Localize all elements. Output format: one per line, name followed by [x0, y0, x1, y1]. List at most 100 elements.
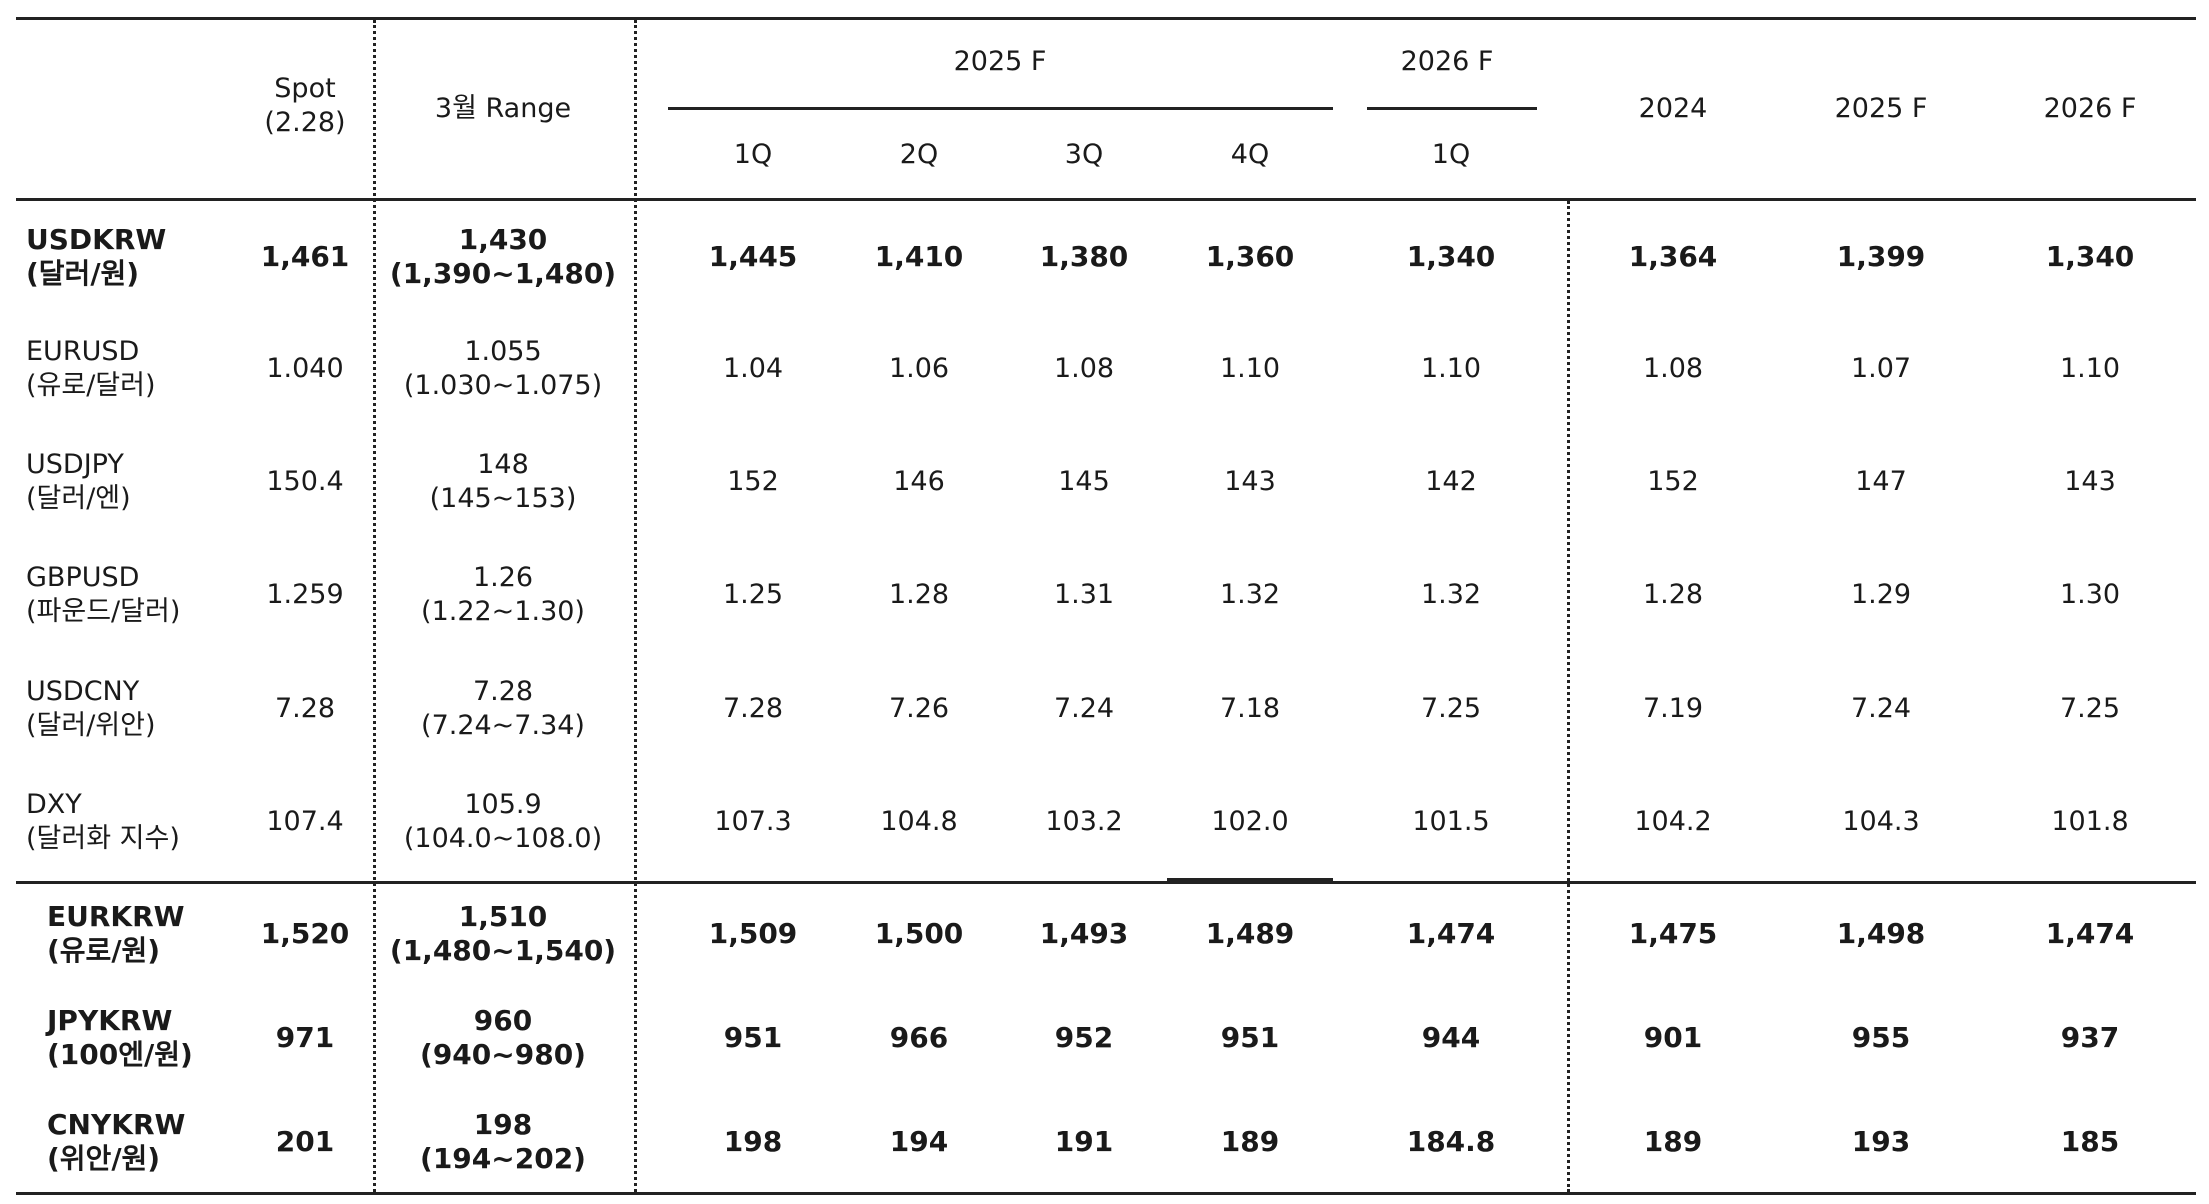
- header-range: 3월 Range: [434, 93, 572, 124]
- row-range-band: (1,390~1,480): [389, 257, 617, 290]
- row-annual-value: 104.3: [1842, 806, 1920, 837]
- row-range-mid: 1.055: [464, 336, 542, 367]
- row-annual-value: 1.30: [2059, 579, 2121, 610]
- row-quarter-value: 102.0: [1211, 806, 1289, 837]
- row-quarter-value: 107.3: [714, 806, 792, 837]
- row-spot-value: 7.28: [274, 693, 336, 724]
- header-annual: 2025 F: [1834, 93, 1928, 124]
- row-pair-code: CNYKRW: [47, 1108, 186, 1141]
- row-range-mid: 148: [477, 449, 529, 480]
- row-quarter-value: 104.8: [880, 806, 958, 837]
- row-range-band: (7.24~7.34): [421, 710, 585, 741]
- row-pair-desc: (달러/위안): [26, 710, 156, 741]
- bottom-rule: [16, 1192, 2196, 1195]
- row-annual-value: 1.29: [1850, 579, 1912, 610]
- row-quarter-value: 1.25: [722, 579, 784, 610]
- row-range-band: (1.030~1.075): [403, 370, 603, 401]
- header-spot-date: (2.28): [264, 106, 346, 138]
- row-range-band: (1.22~1.30): [421, 596, 585, 627]
- row-quarter-value: 101.5: [1412, 806, 1490, 837]
- row-quarter-value: 1,380: [1039, 240, 1129, 273]
- spot-divider: [373, 20, 376, 1192]
- header-group-2026: 2026 F: [1400, 46, 1494, 77]
- row-spot-value: 1.040: [266, 353, 344, 384]
- header-quarter: 2Q: [899, 139, 939, 170]
- row-annual-value: 104.2: [1634, 806, 1712, 837]
- row-quarter-value: 1.10: [1420, 353, 1482, 384]
- row-quarter-value: 194: [889, 1125, 949, 1158]
- header-spot: Spot (2.28): [264, 72, 345, 140]
- row-quarter-value: 7.26: [888, 693, 950, 724]
- row-pair-code: DXY: [26, 789, 82, 820]
- group-2026-underline: [1367, 107, 1537, 110]
- row-quarter-value: 1,509: [708, 917, 798, 950]
- row-pair-code: USDKRW: [26, 223, 167, 256]
- row-range-mid: 198: [473, 1108, 533, 1141]
- row-annual-value: 143: [2064, 466, 2116, 497]
- row-quarter-value: 1.04: [722, 353, 784, 384]
- header-quarter: 1Q: [733, 139, 773, 170]
- row-annual-value: 152: [1647, 466, 1699, 497]
- row-pair-code: EURUSD: [26, 336, 140, 367]
- header-spot-label: Spot: [274, 73, 336, 104]
- row-range-mid: 1,510: [458, 900, 548, 933]
- row-quarter-value: 1,410: [874, 240, 964, 273]
- row-quarter-value: 944: [1421, 1021, 1481, 1054]
- row-quarter-value: 1,489: [1205, 917, 1295, 950]
- row-annual-value: 1,474: [2045, 917, 2135, 950]
- row-range-mid: 7.28: [472, 676, 534, 707]
- row-quarter-value: 7.24: [1053, 693, 1115, 724]
- row-pair-code: GBPUSD: [26, 562, 140, 593]
- row-quarter-value: 952: [1054, 1021, 1114, 1054]
- row-annual-value: 147: [1855, 466, 1907, 497]
- row-quarter-value: 145: [1058, 466, 1110, 497]
- row-annual-value: 101.8: [2051, 806, 2129, 837]
- header-annual: 2024: [1638, 93, 1708, 124]
- row-range-band: (1,480~1,540): [389, 934, 617, 967]
- row-spot-value: 201: [275, 1125, 335, 1158]
- row-annual-value: 1,475: [1628, 917, 1718, 950]
- row-annual-value: 1.07: [1850, 353, 1912, 384]
- row-pair-desc: (유로/원): [47, 934, 161, 967]
- row-quarter-value: 7.28: [722, 693, 784, 724]
- row-range-band: (940~980): [420, 1038, 586, 1071]
- row-pair-desc: (유로/달러): [26, 370, 156, 401]
- row-annual-value: 1,498: [1836, 917, 1926, 950]
- row-spot-value: 1,520: [260, 917, 350, 950]
- row-spot-value: 107.4: [266, 806, 344, 837]
- row-quarter-value: 951: [1220, 1021, 1280, 1054]
- row-quarter-value: 1,360: [1205, 240, 1295, 273]
- header-quarter: 4Q: [1230, 139, 1270, 170]
- row-range-band: (194~202): [420, 1142, 586, 1175]
- row-quarter-value: 1,445: [708, 240, 798, 273]
- section-divider-rule: [16, 881, 2196, 884]
- row-quarter-value: 152: [727, 466, 779, 497]
- row-annual-value: 1.28: [1642, 579, 1704, 610]
- row-annual-value: 955: [1851, 1021, 1911, 1054]
- row-annual-value: 1,364: [1628, 240, 1718, 273]
- row-pair-desc: (위안/원): [47, 1142, 161, 1175]
- row-quarter-value: 146: [893, 466, 945, 497]
- row-quarter-value: 1.08: [1053, 353, 1115, 384]
- header-quarter: 3Q: [1064, 139, 1104, 170]
- row-quarter-value: 142: [1425, 466, 1477, 497]
- row-quarter-value: 1,340: [1406, 240, 1496, 273]
- row-spot-value: 971: [275, 1021, 335, 1054]
- row-annual-value: 1,340: [2045, 240, 2135, 273]
- row-pair-desc: (달러/엔): [26, 483, 131, 514]
- row-quarter-value: 1.32: [1219, 579, 1281, 610]
- header-group-2025: 2025 F: [953, 46, 1047, 77]
- row-quarter-value: 966: [889, 1021, 949, 1054]
- row-annual-value: 189: [1643, 1125, 1703, 1158]
- row-quarter-value: 1,500: [874, 917, 964, 950]
- row-quarter-value: 1.32: [1420, 579, 1482, 610]
- header-annual: 2026 F: [2043, 93, 2137, 124]
- row-pair-code: JPYKRW: [47, 1004, 173, 1037]
- row-pair-code: EURKRW: [47, 900, 185, 933]
- row-annual-value: 937: [2060, 1021, 2120, 1054]
- row-quarter-value: 184.8: [1406, 1125, 1496, 1158]
- row-range-band: (104.0~108.0): [403, 823, 603, 854]
- row-quarter-value: 1,493: [1039, 917, 1129, 950]
- row-quarter-value: 1,474: [1406, 917, 1496, 950]
- header-bottom-rule: [16, 198, 2196, 201]
